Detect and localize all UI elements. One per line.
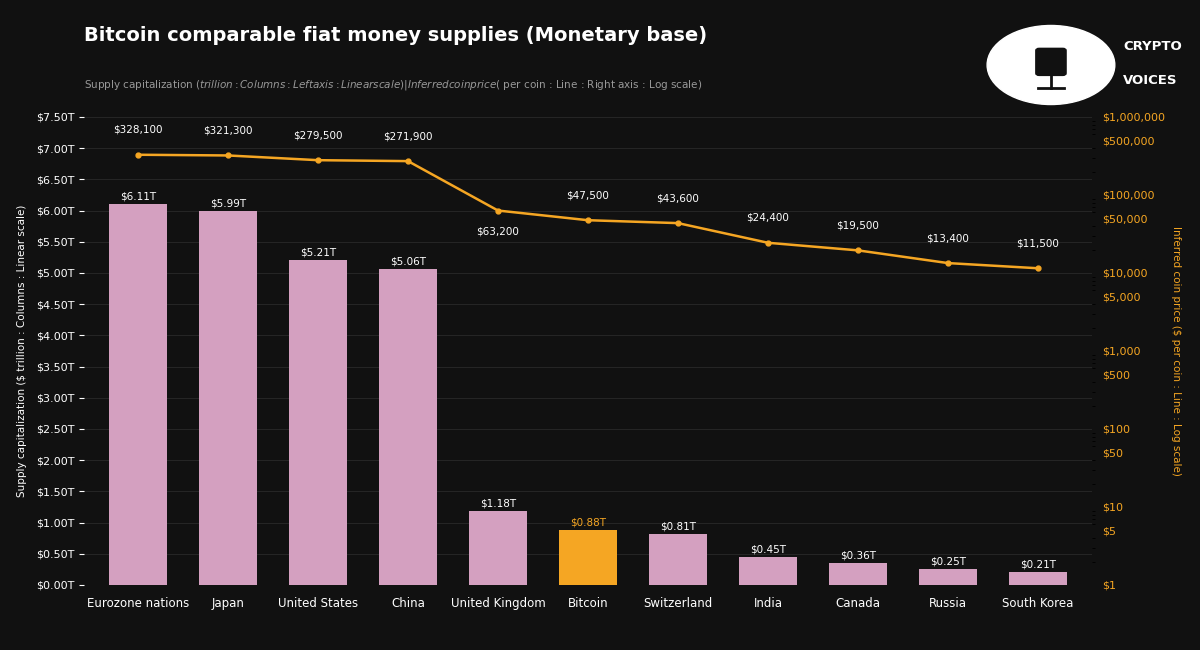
FancyBboxPatch shape [1036,48,1066,75]
Text: $0.21T: $0.21T [1020,560,1056,569]
Text: $5.21T: $5.21T [300,248,336,257]
Text: $43,600: $43,600 [656,193,700,203]
Text: $24,400: $24,400 [746,213,790,223]
Bar [829,562,887,585]
Text: $0.45T: $0.45T [750,545,786,554]
Bar [199,211,257,585]
Text: $13,400: $13,400 [926,233,970,243]
Text: Bitcoin comparable fiat money supplies (Monetary base): Bitcoin comparable fiat money supplies (… [84,26,707,45]
Y-axis label: Supply capitalization ($ trillion : Columns : Linear scale): Supply capitalization ($ trillion : Colu… [18,205,28,497]
Text: VOICES: VOICES [1123,74,1177,87]
Text: $5.06T: $5.06T [390,257,426,266]
Text: CRYPTO: CRYPTO [1123,40,1182,53]
Text: $1.18T: $1.18T [480,499,516,509]
Text: Supply capitalization ($ trillion : Columns : Left axis : Linear scale) | Inferr: Supply capitalization ($ trillion : Colu… [84,78,702,92]
Bar [289,260,347,585]
Text: $328,100: $328,100 [113,125,163,135]
Text: $0.81T: $0.81T [660,522,696,532]
Bar [469,512,527,585]
Bar [919,569,977,585]
Text: $47,500: $47,500 [566,190,610,200]
Circle shape [988,25,1115,105]
Text: $11,500: $11,500 [1016,239,1060,248]
Text: $0.36T: $0.36T [840,550,876,560]
Bar [559,530,617,585]
Bar [1009,572,1067,585]
Text: $5.99T: $5.99T [210,199,246,209]
Text: $321,300: $321,300 [203,125,253,136]
Bar [379,269,437,585]
Text: $19,500: $19,500 [836,220,880,231]
Text: $271,900: $271,900 [383,131,433,141]
Text: $6.11T: $6.11T [120,191,156,202]
Text: $0.25T: $0.25T [930,557,966,567]
Bar [649,534,707,585]
Text: $0.88T: $0.88T [570,517,606,528]
Bar [739,557,797,585]
Text: $63,200: $63,200 [476,226,520,237]
Bar [109,203,167,585]
Y-axis label: Inferred coin price ($ per coin : Line : Log scale): Inferred coin price ($ per coin : Line :… [1171,226,1181,476]
Text: $279,500: $279,500 [293,130,343,140]
